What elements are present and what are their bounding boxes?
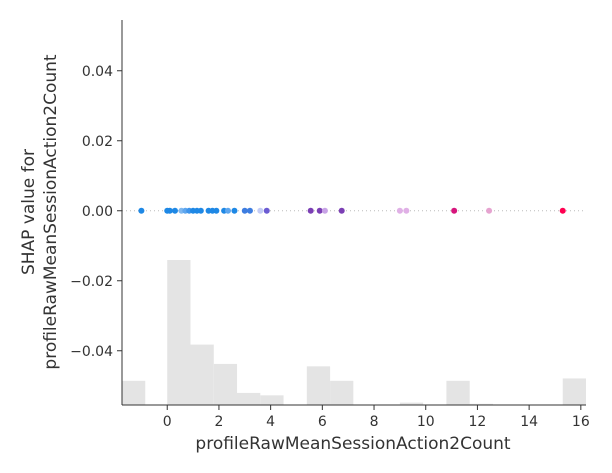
x-axis-ticks: 0 2 4 6 8 10 12 14 16	[163, 405, 590, 430]
data-point	[307, 207, 314, 214]
data-point	[138, 207, 145, 214]
y-tick-label: 0.02	[82, 134, 113, 150]
data-point	[396, 207, 403, 214]
x-tick-label: 6	[318, 414, 327, 430]
x-tick-label: 14	[520, 414, 538, 430]
data-point	[316, 207, 323, 214]
histogram-bar	[167, 260, 191, 405]
data-point	[403, 207, 410, 214]
data-point	[241, 207, 248, 214]
y-tick-label: −0.04	[70, 344, 113, 360]
histogram-bar	[213, 363, 238, 405]
histogram	[122, 260, 586, 405]
histogram-bar	[122, 380, 146, 405]
y-tick-label: 0.04	[82, 64, 113, 80]
data-point	[486, 207, 493, 214]
data-point	[213, 207, 220, 214]
data-point	[559, 207, 566, 214]
x-tick-label: 4	[266, 414, 275, 430]
x-tick-label: 10	[417, 414, 435, 430]
scatter-points	[138, 207, 566, 214]
histogram-bar	[562, 378, 586, 405]
histogram-bar	[190, 344, 214, 405]
data-point	[257, 207, 264, 214]
x-tick-label: 2	[214, 414, 223, 430]
x-tick-label: 12	[469, 414, 487, 430]
data-point	[246, 207, 253, 214]
x-axis-label: profileRawMeanSessionAction2Count	[195, 434, 511, 454]
histogram-bar	[306, 366, 331, 405]
histogram-bar	[469, 403, 493, 405]
data-point	[231, 207, 238, 214]
y-axis-ticks: 0.04 0.02 0.00 −0.02 −0.04	[70, 64, 122, 360]
y-tick-label: 0.00	[82, 204, 113, 220]
data-point	[166, 207, 173, 214]
y-tick-label: −0.02	[70, 274, 113, 290]
data-point	[263, 207, 270, 214]
histogram-bar	[260, 395, 284, 405]
x-tick-label: 16	[572, 414, 590, 430]
x-tick-label: 0	[163, 414, 172, 430]
histogram-bar	[330, 380, 354, 405]
x-tick-label: 8	[370, 414, 379, 430]
histogram-bar	[399, 402, 424, 405]
data-point	[451, 207, 458, 214]
data-point	[224, 207, 231, 214]
histogram-bar	[446, 380, 470, 405]
histogram-bar	[237, 392, 261, 405]
data-point	[338, 207, 345, 214]
data-point	[197, 207, 204, 214]
y-axis-label-line-2: profileRawMeanSessionAction2Count	[41, 54, 61, 370]
data-point	[321, 207, 328, 214]
y-axis-label-line-1: SHAP value for	[19, 149, 39, 275]
data-point	[171, 207, 178, 214]
